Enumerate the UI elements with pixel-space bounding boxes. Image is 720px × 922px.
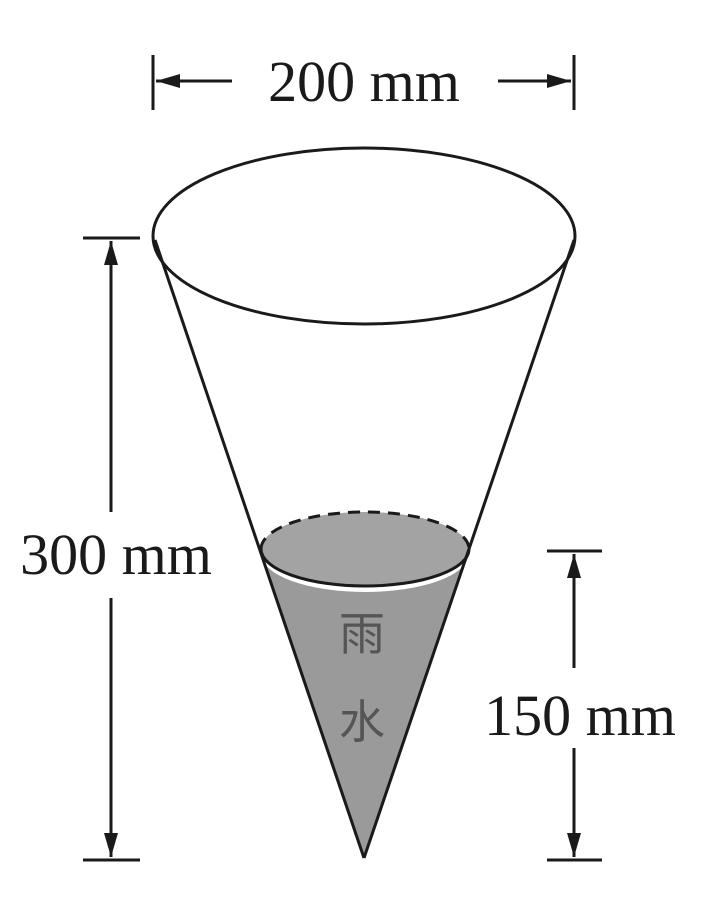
water-surface-back-edge xyxy=(259,510,471,550)
cone-top-rim xyxy=(151,146,577,326)
water-height-dimension xyxy=(547,549,602,862)
water-height-label: 150 mm xyxy=(484,683,676,748)
cone-right-side xyxy=(362,239,576,859)
top-width-dimension xyxy=(151,55,576,110)
water-volume xyxy=(262,555,468,858)
water-label-char-2: 水 xyxy=(339,695,385,749)
water-surface xyxy=(261,512,469,586)
top-width-label: 200 mm xyxy=(268,49,460,114)
total-height-dimension xyxy=(83,236,140,862)
water-surface-front-edge xyxy=(259,548,471,588)
cone-left-side xyxy=(153,239,366,859)
water-label-char-1: 雨 xyxy=(339,607,385,661)
total-height-label: 300 mm xyxy=(20,522,212,587)
